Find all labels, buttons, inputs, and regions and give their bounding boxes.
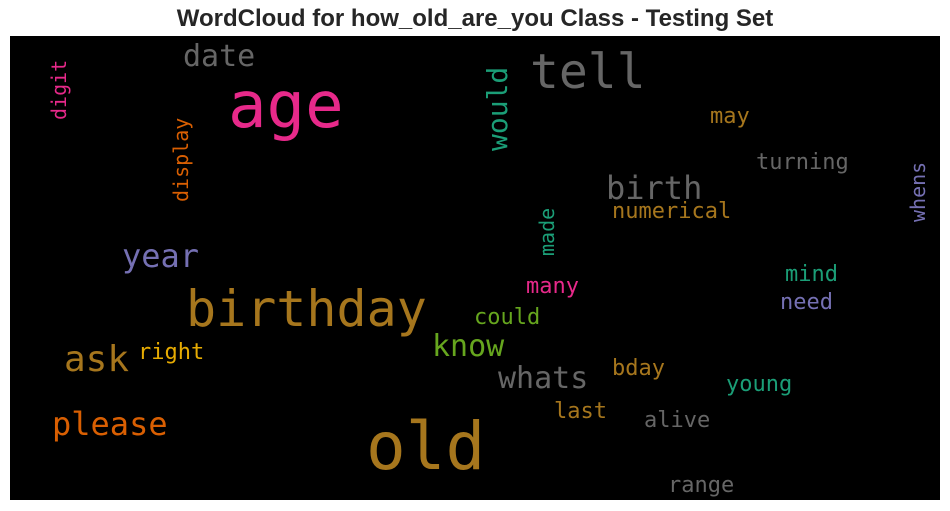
word-last: last <box>554 399 607 424</box>
wordcloud-canvas: age old birthday tell ask please year birth know… <box>10 36 940 500</box>
word-birth: birth <box>606 169 703 207</box>
word-whens: whens <box>906 161 930 222</box>
word-right: right <box>138 340 205 365</box>
word-birthday: birthday <box>186 280 427 338</box>
word-made: made <box>535 207 559 256</box>
word-would: would <box>481 66 514 151</box>
word-range: range <box>668 473 735 498</box>
word-year: year <box>122 237 200 275</box>
chart-title: WordCloud for how_old_are_you Class - Te… <box>176 5 774 32</box>
word-turning: turning <box>756 150 849 175</box>
word-mind: mind <box>785 262 838 287</box>
word-need: need <box>780 290 833 315</box>
word-age: age <box>228 69 344 143</box>
word-please: please <box>52 405 168 443</box>
word-display: display <box>169 117 193 202</box>
word-may: may <box>710 104 750 129</box>
word-many: many <box>526 274 579 299</box>
word-tell: tell <box>530 44 646 100</box>
word-digit: digit <box>47 59 71 120</box>
word-whats: whats <box>498 361 589 396</box>
word-bday: bday <box>612 356 665 381</box>
word-numerical: numerical <box>612 199 732 224</box>
word-ask: ask <box>64 339 130 380</box>
word-know: know <box>432 329 505 364</box>
word-young: young <box>726 372 793 397</box>
word-old: old <box>366 408 486 485</box>
word-date: date <box>183 39 256 74</box>
word-could: could <box>474 305 541 330</box>
word-alive: alive <box>644 408 711 433</box>
